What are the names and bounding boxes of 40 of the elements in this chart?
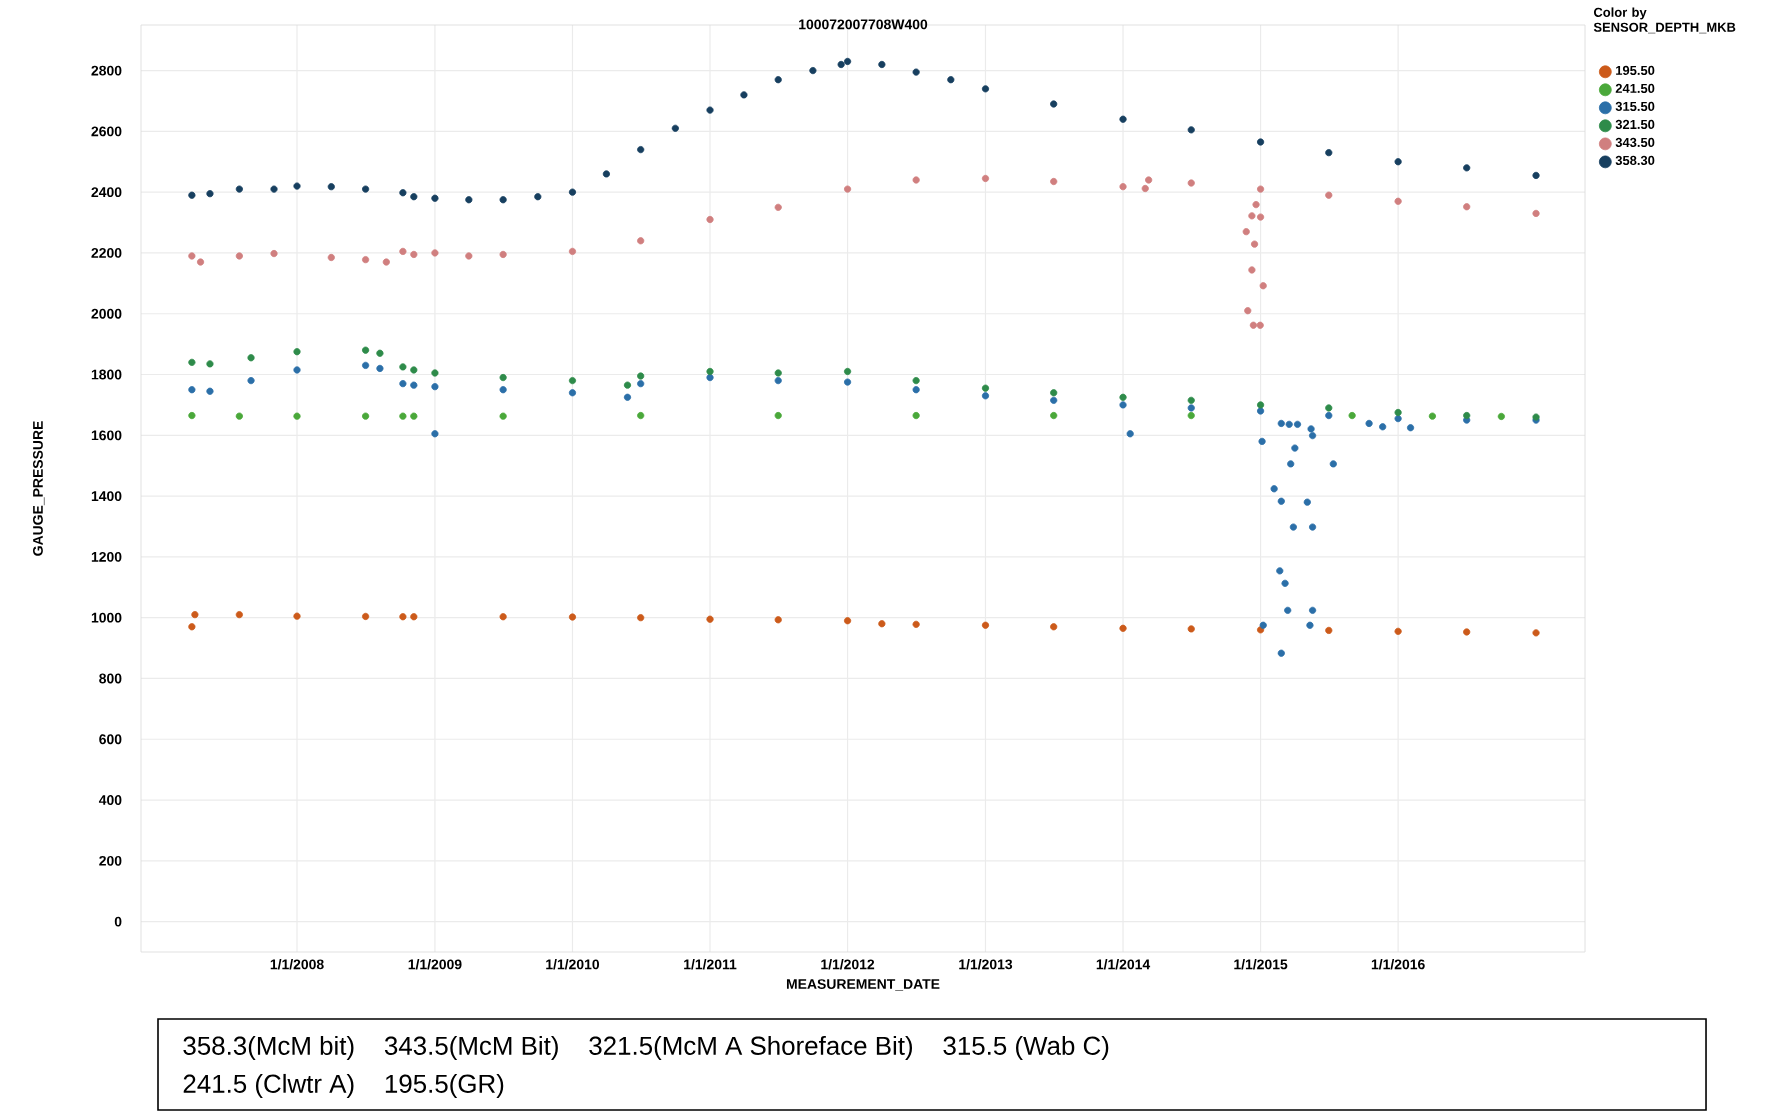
legend-title: Color by SENSOR_DEPTH_MKB <box>1593 7 1736 34</box>
y-tick-label: 400 <box>98 795 122 805</box>
y-tick-label: 800 <box>99 673 122 684</box>
y-tick-label: 1600 <box>91 430 122 441</box>
x-tick-label: 1/1/2009 <box>408 959 462 970</box>
x-tick-label: 1/1/2008 <box>270 959 324 970</box>
legend-label: 343.50 <box>1615 137 1655 148</box>
y-tick-label: 2000 <box>91 308 122 319</box>
x-tick-label: 1/1/2010 <box>546 959 600 970</box>
text: 315.5 (Wab C) <box>943 1035 1109 1061</box>
text: 241.5 (Clwtr A) <box>183 1073 354 1099</box>
x-axis-title: MEASUREMENT_DATE <box>786 979 940 991</box>
y-axis-title: GAUGE_PRESSURE <box>33 421 45 556</box>
y-tick-label: 200 <box>99 855 122 866</box>
y-tick-label: 1000 <box>91 612 122 623</box>
x-tick-label: 1/1/2013 <box>959 959 1013 970</box>
x-tick-label: 1/1/2016 <box>1371 959 1425 970</box>
x-tick-label: 1/1/2015 <box>1234 959 1288 970</box>
text: 195.5(GR) <box>385 1073 504 1099</box>
y-tick-label: 2200 <box>91 248 122 258</box>
y-tick-label: 2800 <box>91 65 122 76</box>
y-tick-label: 0 <box>114 916 122 927</box>
text: 321.5(McM A Shoreface Bit) <box>589 1035 913 1061</box>
legend-label: 358.30 <box>1615 155 1655 166</box>
legend-label: 195.50 <box>1616 65 1655 75</box>
y-tick-label: 1800 <box>91 369 122 380</box>
legend-label: 241.50 <box>1615 83 1655 93</box>
x-tick-label: 1/1/2011 <box>684 959 737 970</box>
legend-label: 321.50 <box>1615 119 1655 130</box>
legend-label: 315.50 <box>1615 101 1655 112</box>
y-tick-label: 2600 <box>91 126 122 137</box>
y-tick-label: 1400 <box>91 491 122 502</box>
text: 343.5(McM Bit) <box>384 1035 558 1061</box>
x-tick-label: 1/1/2012 <box>821 959 875 970</box>
y-tick-label: 600 <box>99 734 122 745</box>
chart-title: 100072007708W400 <box>799 19 928 30</box>
text: 358.3(McM bit) <box>183 1035 354 1061</box>
y-tick-label: 1200 <box>91 551 122 562</box>
y-tick-label: 2400 <box>91 187 122 198</box>
x-tick-label: 1/1/2014 <box>1096 959 1151 970</box>
